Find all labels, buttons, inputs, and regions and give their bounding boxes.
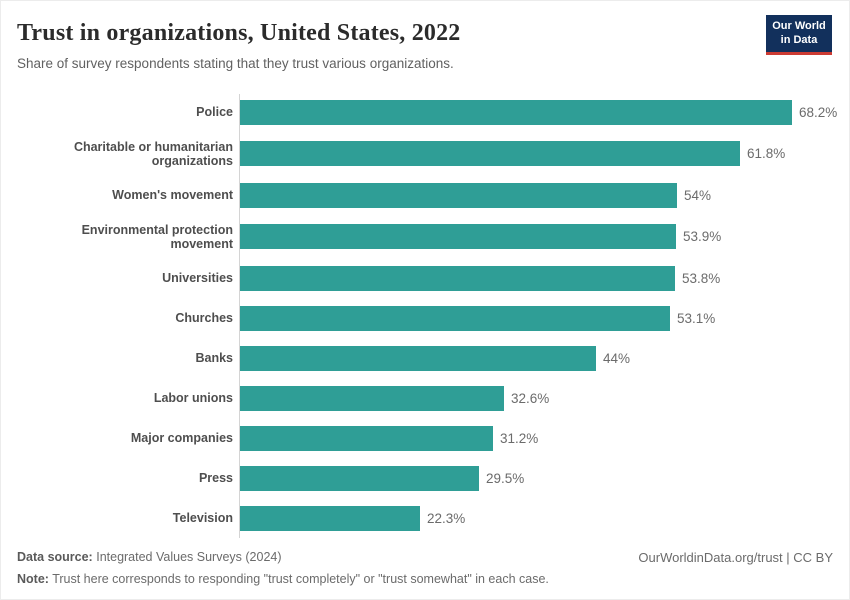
data-source-line: Data source: Integrated Values Surveys (… — [17, 549, 549, 565]
value-label: 53.1% — [677, 310, 716, 326]
owid-logo-line2: in Data — [780, 33, 818, 46]
category-label: Television — [172, 511, 233, 526]
footer-notes: Data source: Integrated Values Surveys (… — [17, 549, 549, 588]
bar-track: 32.6% — [239, 385, 833, 411]
bar[interactable] — [240, 182, 677, 208]
bar-row: Banks 44% — [17, 345, 833, 371]
category-label: Churches — [175, 311, 233, 326]
bar-row: Churches 53.1% — [17, 305, 833, 331]
bar[interactable] — [240, 99, 792, 125]
owid-logo-line1: Our World — [772, 20, 826, 32]
category-label: Universities — [162, 271, 233, 286]
bar-chart: Police 68.2% Charitable or humanitarian or… — [17, 93, 837, 538]
value-label: 53.8% — [682, 270, 721, 286]
bar-row: Press 29.5% — [17, 465, 833, 491]
category-label: Labor unions — [153, 391, 233, 406]
category-label: Charitable or humanitarian organizations — [73, 139, 233, 168]
bar-rows: Police 68.2% Charitable or humanitarian or… — [17, 99, 837, 531]
chart-subtitle: Share of survey respondents stating that… — [17, 55, 454, 71]
chart-footer: Data source: Integrated Values Surveys (… — [17, 549, 833, 588]
bar-row: Television 22.3% — [17, 505, 833, 531]
value-label: 61.8% — [747, 146, 786, 162]
note-line: Note: Trust here corresponds to respondi… — [17, 571, 549, 587]
y-axis-line — [239, 93, 240, 538]
bar-row: Police 68.2% — [17, 99, 837, 125]
bar[interactable] — [240, 345, 596, 371]
owid-logo[interactable]: Our World in Data — [766, 15, 832, 55]
bar-track: 31.2% — [239, 425, 833, 451]
owid-link[interactable]: OurWorldinData.org/trust | CC BY — [638, 549, 833, 565]
bar-row: Environmental protection movement 53.9% — [17, 223, 833, 251]
data-source-label: Data source: — [17, 549, 93, 564]
bar-track: 54% — [239, 182, 833, 208]
bar[interactable] — [240, 224, 676, 250]
page-title: Trust in organizations, United States, 2… — [17, 20, 461, 46]
value-label: 29.5% — [486, 470, 525, 486]
bar-track: 22.3% — [239, 505, 833, 531]
category-label: Banks — [195, 351, 233, 366]
bar[interactable] — [240, 465, 479, 491]
bar-row: Labor unions 32.6% — [17, 385, 833, 411]
category-label: Press — [198, 471, 233, 486]
value-label: 32.6% — [511, 390, 550, 406]
value-label: 53.9% — [683, 229, 722, 245]
bar[interactable] — [240, 141, 740, 167]
bar[interactable] — [240, 505, 420, 531]
bar-row: Universities 53.8% — [17, 265, 833, 291]
bar-track: 68.2% — [239, 99, 838, 125]
value-label: 54% — [684, 187, 712, 203]
category-label: Police — [196, 105, 233, 120]
bar-track: 53.8% — [239, 265, 833, 291]
bar[interactable] — [240, 305, 670, 331]
bar-track: 44% — [239, 345, 833, 371]
bar-track: 53.9% — [239, 224, 833, 250]
bar[interactable] — [240, 265, 675, 291]
bar-track: 53.1% — [239, 305, 833, 331]
category-label: Major companies — [130, 431, 233, 446]
bar[interactable] — [240, 425, 493, 451]
value-label: 68.2% — [799, 104, 838, 120]
bar-row: Women's movement 54% — [17, 182, 833, 208]
value-label: 22.3% — [427, 510, 466, 526]
category-label: Environmental protection movement — [81, 222, 233, 251]
value-label: 44% — [603, 350, 631, 366]
bar[interactable] — [240, 385, 504, 411]
bar-track: 61.8% — [239, 141, 833, 167]
chart-header: Trust in organizations, United States, 2… — [17, 15, 833, 73]
note-label: Note: — [17, 571, 49, 586]
value-label: 31.2% — [500, 430, 539, 446]
note-value: Trust here corresponds to responding "tr… — [52, 571, 549, 586]
category-label: Women's movement — [112, 188, 233, 203]
bar-row: Charitable or humanitarian organizations… — [17, 140, 833, 168]
bar-row: Major companies 31.2% — [17, 425, 833, 451]
data-source-value: Integrated Values Surveys (2024) — [96, 549, 282, 564]
bar-track: 29.5% — [239, 465, 833, 491]
